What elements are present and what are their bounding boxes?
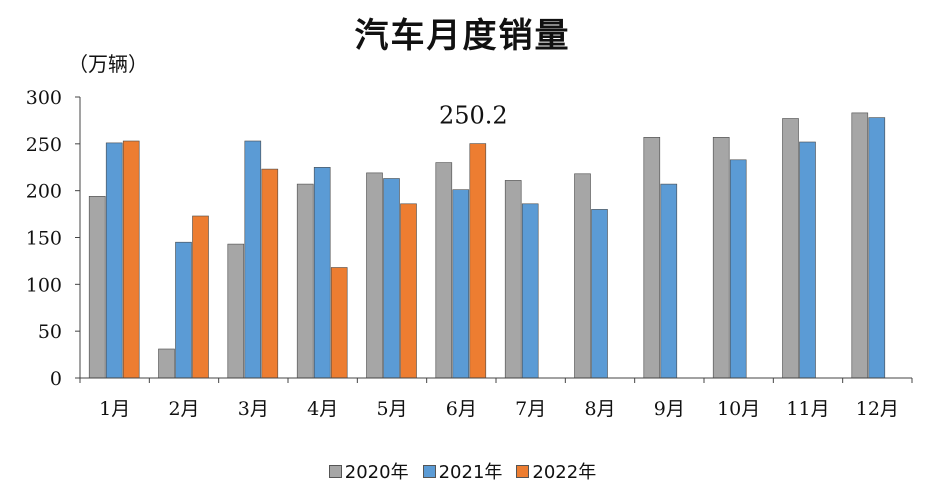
y-axis-unit-label: （万辆） xyxy=(68,52,148,76)
bar-2020年-2月 xyxy=(158,348,175,379)
bar-2022年-1月 xyxy=(122,140,140,379)
bar-2020年-12月 xyxy=(851,112,869,379)
bar-2021年-7月 xyxy=(521,203,539,379)
bar-2022年-3月 xyxy=(261,168,279,379)
legend-swatch xyxy=(516,464,530,478)
data-label-annotation: 250.2 xyxy=(439,102,508,130)
bar-2020年-1月 xyxy=(88,196,106,379)
bar-2021年-3月 xyxy=(244,140,262,379)
y-tick-label: 0 xyxy=(50,368,62,390)
bar-2022年-6月 xyxy=(469,143,487,379)
legend-item: 2022年 xyxy=(516,458,596,484)
x-tick-label: 3月 xyxy=(238,398,269,420)
bar-2020年-11月 xyxy=(782,118,799,379)
bar-2021年-11月 xyxy=(799,141,816,379)
bar-2020年-4月 xyxy=(296,183,314,379)
legend-label: 2021年 xyxy=(438,462,503,483)
bar-2020年-9月 xyxy=(643,137,661,379)
legend-swatch xyxy=(422,464,436,478)
annotations-layer: 250.2 xyxy=(439,102,508,130)
legend-item: 2020年 xyxy=(328,458,409,484)
bar-2021年-10月 xyxy=(729,159,747,379)
x-tick-label: 2月 xyxy=(168,398,199,420)
bar-2021年-12月 xyxy=(868,117,886,379)
x-tick-label: 4月 xyxy=(307,398,338,420)
x-tick-label: 5月 xyxy=(376,398,407,420)
y-tick-label: 50 xyxy=(38,321,62,343)
bar-2021年-2月 xyxy=(175,241,192,379)
legend-swatch xyxy=(328,464,342,478)
bars-layer xyxy=(88,112,886,379)
bar-2021年-1月 xyxy=(105,142,123,379)
bar-2022年-5月 xyxy=(400,203,417,379)
bar-2020年-10月 xyxy=(712,137,730,379)
bar-2022年-4月 xyxy=(330,267,348,379)
bar-2021年-6月 xyxy=(452,189,470,379)
x-tick-label: 11月 xyxy=(786,398,829,420)
bar-2020年-3月 xyxy=(227,243,245,379)
y-tick-label: 250 xyxy=(26,134,62,156)
x-tick-label: 8月 xyxy=(584,398,615,420)
x-tick-label: 6月 xyxy=(446,398,477,420)
bar-2021年-5月 xyxy=(383,178,400,379)
y-tick-label: 150 xyxy=(26,228,62,250)
y-tick-label: 300 xyxy=(26,87,62,109)
legend: 2020年 2021年 2022年 xyxy=(0,458,925,484)
x-tick-label: 9月 xyxy=(654,398,685,420)
bar-2021年-9月 xyxy=(660,183,678,379)
bar-2021年-8月 xyxy=(591,209,608,379)
bar-2020年-8月 xyxy=(574,173,591,379)
x-tick-label: 1月 xyxy=(99,398,130,420)
bar-2020年-5月 xyxy=(366,172,383,379)
x-tick-label: 12月 xyxy=(856,398,899,420)
axes-layer: 0 50 100 150 200 250 300 1月 2月 3月 4月 5月 6月 7月 8月 9月 10月 1… xyxy=(26,87,913,420)
legend-item: 2021年 xyxy=(422,458,503,484)
bar-2022年-2月 xyxy=(192,215,209,379)
bar-2020年-7月 xyxy=(504,180,522,379)
bar-2020年-6月 xyxy=(435,162,453,379)
x-tick-label: 10月 xyxy=(717,398,760,420)
chart-title: 汽车月度销量 xyxy=(354,16,571,56)
legend-label: 2020年 xyxy=(344,462,409,483)
legend-label: 2022年 xyxy=(532,462,597,483)
y-tick-label: 100 xyxy=(26,274,62,296)
x-tick-label: 7月 xyxy=(515,398,546,420)
bar-2021年-4月 xyxy=(313,167,331,379)
y-tick-label: 200 xyxy=(26,181,62,203)
